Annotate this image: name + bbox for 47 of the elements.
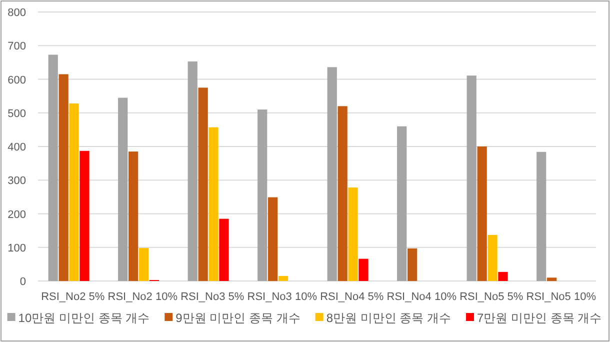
x-tick-label: RSI_No2 10% xyxy=(108,291,178,303)
bar xyxy=(128,152,138,281)
y-tick-label: 200 xyxy=(8,208,26,221)
bar xyxy=(278,276,288,281)
bar xyxy=(477,146,487,281)
bar xyxy=(408,248,418,281)
bar xyxy=(138,248,149,281)
y-tick-label: 700 xyxy=(8,40,26,53)
bar xyxy=(397,126,407,281)
legend-label: 7만원 미만인 종목 개수 xyxy=(477,311,602,325)
bar xyxy=(338,106,348,281)
bar xyxy=(466,76,476,281)
bar xyxy=(327,67,337,281)
y-tick-label: 600 xyxy=(8,74,26,86)
bar xyxy=(547,278,557,281)
y-tick-label: 300 xyxy=(8,175,26,188)
bar xyxy=(118,98,128,281)
x-tick-label: RSI_No3 10% xyxy=(247,291,318,303)
bar xyxy=(358,258,368,281)
bar xyxy=(219,218,229,281)
x-tick-label: RSI_No5 10% xyxy=(526,291,596,303)
x-tick-label: RSI_No4 5% xyxy=(320,291,384,303)
bar xyxy=(488,234,498,281)
legend-label: 10만원 미만인 종목 개수 xyxy=(18,311,150,325)
y-tick-label: 500 xyxy=(8,108,26,120)
y-tick-label: 400 xyxy=(8,142,26,154)
legend-label: 9만원 미만인 종목 개수 xyxy=(176,311,300,325)
x-tick-label: RSI_No5 5% xyxy=(460,291,524,303)
y-tick-label: 0 xyxy=(20,276,26,288)
bar xyxy=(208,127,218,281)
bar xyxy=(498,272,508,281)
bar xyxy=(48,54,58,281)
bar xyxy=(69,103,79,281)
y-tick-label: 800 xyxy=(8,7,26,19)
x-tick-label: RSI_No4 10% xyxy=(386,291,457,303)
bar xyxy=(536,152,546,281)
bar xyxy=(348,188,358,281)
y-tick-label: 100 xyxy=(8,242,26,254)
bar xyxy=(58,74,68,281)
x-tick-label: RSI_No2 5% xyxy=(41,291,105,303)
bar xyxy=(258,110,268,281)
bar xyxy=(198,88,208,281)
bar xyxy=(80,150,90,281)
bar xyxy=(268,197,278,281)
legend-label: 8만원 미만인 종목 개수 xyxy=(326,311,452,325)
x-tick-label: RSI_No3 5% xyxy=(180,291,244,303)
bar xyxy=(188,61,198,281)
